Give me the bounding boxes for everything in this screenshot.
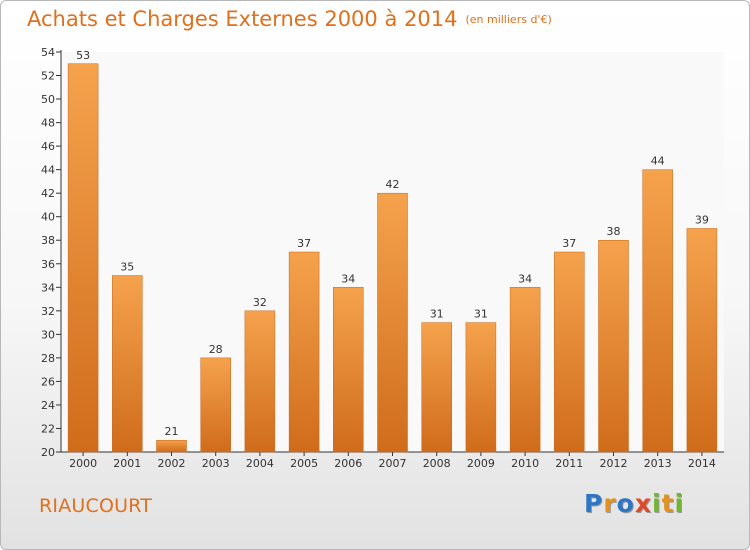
y-axis: 20 22 24 26 28 30 32 34 36 38 40 42 44 46 48 50 52 54 — [41, 46, 62, 459]
logo-letter: r — [603, 489, 617, 518]
x-tick-label: 2009 — [467, 457, 495, 470]
proxiti-logo: Proxiti — [584, 489, 684, 518]
bar — [67, 63, 99, 453]
chart-title: Achats et Charges Externes 2000 à 2014 (e… — [27, 7, 552, 31]
y-tick-label: 50 — [41, 93, 55, 106]
y-tick-label: 40 — [41, 211, 55, 224]
x-axis: 2000 2001 2002 2003 2004 2005 2006 2007 2008 2009… — [61, 451, 724, 470]
logo-letter: t — [661, 489, 675, 518]
data-label: 28 — [209, 343, 223, 356]
y-tick-label: 52 — [41, 70, 55, 83]
y-tick-label: 28 — [41, 352, 55, 365]
bar — [288, 251, 320, 453]
data-label: 34 — [341, 272, 355, 285]
x-tick-label: 2003 — [202, 457, 230, 470]
y-tick-label: 38 — [41, 234, 55, 247]
bar — [333, 287, 364, 453]
x-tick-label: 2013 — [644, 457, 672, 470]
chart-unit: (en milliers d'€) — [465, 13, 552, 26]
y-tick-label: 54 — [41, 46, 55, 59]
y-tick-label: 48 — [41, 117, 55, 130]
logo-letter: o — [616, 489, 635, 518]
logo-letter: x — [634, 489, 652, 518]
x-tick-label: 2006 — [334, 457, 362, 470]
bar — [465, 322, 497, 453]
y-tick-label: 46 — [41, 140, 55, 153]
bar — [598, 239, 629, 453]
y-tick-label: 42 — [41, 187, 55, 200]
data-label: 37 — [297, 237, 311, 250]
y-tick-label: 22 — [41, 422, 55, 435]
data-labels: 53 35 21 28 32 37 34 42 31 31 34 37 38 44 39 — [76, 49, 709, 438]
data-label: 34 — [518, 272, 532, 285]
x-tick-label: 2001 — [113, 457, 141, 470]
bar — [642, 169, 673, 453]
chart-title-text: Achats et Charges Externes 2000 à 2014 — [27, 7, 458, 31]
y-tick-label: 30 — [41, 328, 55, 341]
data-label: 31 — [474, 308, 488, 321]
y-tick-label: 36 — [41, 258, 55, 271]
x-tick-label: 2005 — [290, 457, 318, 470]
data-label: 37 — [562, 237, 576, 250]
y-tick-label: 32 — [41, 305, 55, 318]
bar — [377, 192, 408, 453]
y-tick-label: 44 — [41, 164, 55, 177]
bar — [686, 228, 718, 453]
logo-letter: i — [652, 489, 662, 518]
y-tick-label: 20 — [41, 446, 55, 459]
data-label: 44 — [651, 155, 665, 168]
data-label: 53 — [76, 49, 90, 62]
commune-name: RIAUCOURT — [39, 495, 153, 517]
data-label: 21 — [165, 425, 179, 438]
y-tick-label: 26 — [41, 375, 55, 388]
y-tick-label: 24 — [41, 399, 55, 412]
data-label: 39 — [695, 213, 709, 226]
logo-letter: P — [584, 489, 604, 518]
x-tick-label: 2014 — [688, 457, 716, 470]
x-tick-label: 2000 — [69, 457, 97, 470]
bar — [156, 439, 187, 453]
x-tick-label: 2010 — [511, 457, 539, 470]
logo-letter: i — [674, 489, 685, 518]
x-tick-label: 2002 — [158, 457, 186, 470]
data-label: 35 — [120, 261, 134, 274]
bar — [554, 251, 585, 453]
x-tick-label: 2004 — [246, 457, 274, 470]
bar — [112, 275, 143, 453]
data-label: 42 — [386, 178, 400, 191]
y-tick-label: 34 — [41, 281, 55, 294]
bars — [67, 63, 718, 453]
bar — [244, 310, 276, 453]
data-label: 31 — [430, 308, 444, 321]
x-tick-label: 2011 — [555, 457, 583, 470]
data-label: 38 — [607, 225, 621, 238]
bar — [509, 287, 541, 453]
data-label: 32 — [253, 296, 267, 309]
bar — [200, 357, 231, 453]
bar — [421, 322, 452, 453]
x-tick-label: 2008 — [423, 457, 451, 470]
x-tick-label: 2012 — [600, 457, 628, 470]
x-tick-label: 2007 — [379, 457, 407, 470]
